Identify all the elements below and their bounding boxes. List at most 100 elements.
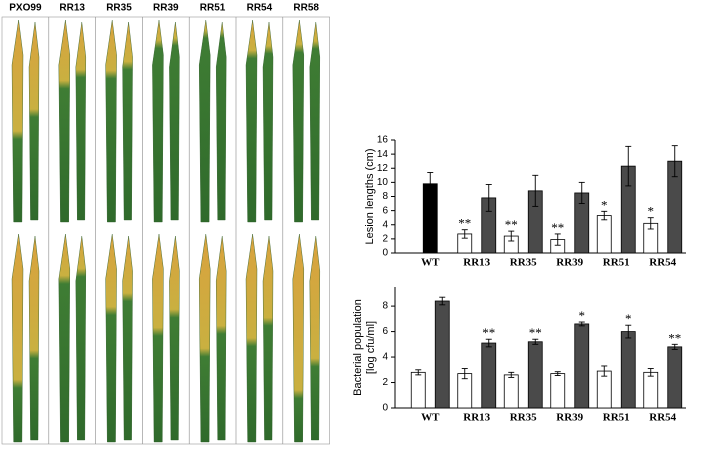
- leaf: [11, 233, 24, 443]
- photo-label: RR39: [153, 3, 179, 14]
- bar: [667, 346, 683, 409]
- x-tick-label: RR35: [510, 257, 537, 269]
- photo-label: RR58: [293, 3, 319, 14]
- y-tick-label: 8: [382, 191, 388, 202]
- leaf: [11, 19, 24, 223]
- significance-label: **: [529, 325, 542, 340]
- leaf: [292, 233, 305, 443]
- x-tick-label: RR51: [603, 257, 630, 269]
- photo-label: PXO99: [9, 3, 42, 14]
- y-tick-label: 6: [382, 326, 388, 337]
- error-bar: [508, 230, 515, 242]
- bar: [620, 331, 636, 409]
- error-bar: [415, 369, 422, 376]
- y-axis-label: Lesion lengths (cm): [364, 149, 376, 245]
- y-tick-label: 2: [382, 234, 388, 245]
- error-bar: [554, 371, 561, 376]
- x-tick-label: WT: [421, 257, 440, 269]
- leaf: [122, 21, 133, 221]
- error-bar: [625, 145, 632, 187]
- significance-label: *: [601, 197, 608, 212]
- significance-label: **: [505, 217, 518, 232]
- leaf: [245, 19, 258, 223]
- bar: [643, 371, 659, 409]
- leaf: [75, 21, 87, 221]
- error-bar: [485, 184, 492, 212]
- x-tick-label: RR54: [649, 412, 676, 424]
- significance-label: *: [579, 308, 586, 323]
- y-axis-label: Bacterial population: [352, 299, 364, 396]
- leaf: [262, 235, 274, 441]
- error-bar: [461, 368, 468, 380]
- photo-label: RR54: [247, 3, 273, 14]
- leaf: [105, 233, 117, 443]
- y-tick-label: 10: [377, 177, 389, 188]
- leaf: [75, 235, 87, 441]
- error-bar: [485, 338, 492, 348]
- error-bar: [439, 296, 446, 306]
- y-tick-label: 14: [377, 149, 389, 160]
- y-tick-label: 12: [377, 163, 389, 174]
- leaf: [309, 21, 321, 221]
- y-tick-label: 4: [382, 352, 388, 363]
- error-bar: [647, 368, 654, 377]
- significance-label: *: [625, 311, 632, 326]
- x-tick-label: RR35: [510, 412, 537, 424]
- error-bar: [578, 321, 585, 327]
- leaf: [198, 233, 211, 443]
- x-tick-label: RR13: [463, 257, 490, 269]
- x-tick-label: RR51: [603, 412, 630, 424]
- bar: [503, 374, 519, 409]
- y-tick-label: 8: [382, 301, 388, 312]
- leaf: [309, 235, 321, 441]
- error-bar: [601, 210, 608, 221]
- error-bar: [671, 343, 678, 350]
- bar: [481, 342, 497, 409]
- significance-label: **: [458, 216, 471, 231]
- x-tick-label: RR13: [463, 412, 490, 424]
- error-bar: [532, 174, 539, 207]
- photo-label: RR13: [59, 3, 85, 14]
- leaf: [105, 19, 117, 223]
- y-tick-label: 4: [382, 219, 388, 230]
- significance-label: **: [668, 330, 681, 345]
- leaf: [292, 19, 305, 223]
- error-bar: [601, 365, 608, 377]
- bar: [574, 323, 590, 409]
- error-bar: [671, 145, 678, 178]
- leaf: [262, 21, 274, 221]
- leaf: [58, 19, 71, 223]
- x-tick-label: WT: [421, 412, 440, 424]
- error-bar: [427, 172, 434, 196]
- x-tick-label: RR39: [556, 257, 583, 269]
- leaf: [122, 235, 133, 441]
- leaf: [198, 19, 211, 223]
- leaf: [152, 19, 164, 223]
- photo-frame: [1, 16, 330, 445]
- bar: [550, 373, 566, 409]
- error-bar: [625, 324, 632, 339]
- error-bar: [578, 181, 585, 205]
- y-tick-label: 16: [377, 135, 389, 146]
- error-bar: [647, 217, 654, 230]
- error-bar: [554, 233, 561, 246]
- x-tick-label: RR39: [556, 412, 583, 424]
- leaf: [169, 235, 180, 441]
- x-tick-label: RR54: [649, 257, 676, 269]
- bar: [527, 341, 543, 409]
- leaf: [215, 235, 227, 441]
- bar: [410, 371, 426, 409]
- significance-label: **: [551, 220, 564, 235]
- bar: [596, 215, 612, 254]
- significance-label: *: [648, 204, 655, 219]
- y-tick-label: 6: [382, 205, 388, 216]
- leaf: [152, 233, 164, 443]
- leaf: [58, 233, 71, 443]
- significance-label: **: [482, 325, 495, 340]
- leaf: [215, 21, 227, 221]
- y-axis-label: [log cfu/ml]: [365, 321, 377, 374]
- error-bar: [461, 229, 468, 239]
- y-tick-label: 0: [382, 248, 388, 259]
- y-tick-label: 2: [382, 377, 388, 388]
